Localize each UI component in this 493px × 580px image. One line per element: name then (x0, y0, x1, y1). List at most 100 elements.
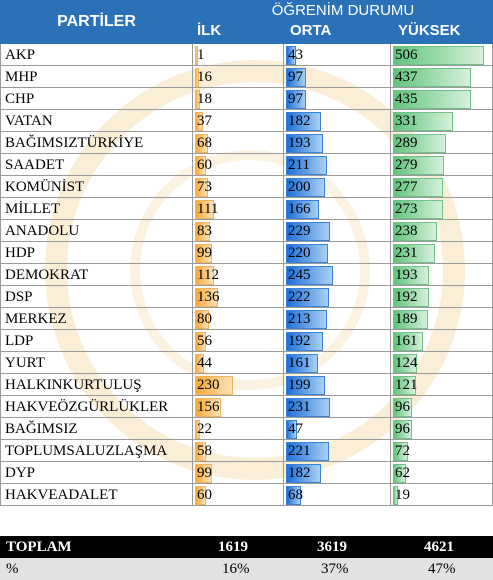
value-orta: 220 (288, 245, 311, 261)
value-orta: 211 (288, 157, 310, 173)
value-orta: 161 (288, 355, 311, 371)
value-orta: 166 (288, 201, 311, 217)
value-yuksek: 331 (395, 113, 418, 129)
cell-orta: 200 (284, 176, 391, 198)
data-bar-ilk (195, 90, 200, 109)
value-ilk: 58 (197, 443, 212, 459)
cell-ilk: 56 (193, 330, 284, 352)
cell-ilk: 112 (193, 264, 284, 286)
data-bar-yuksek (393, 112, 453, 131)
value-orta: 229 (288, 223, 311, 239)
value-ilk: 83 (197, 223, 212, 239)
cell-yuksek: 437 (391, 66, 493, 88)
cell-yuksek: 273 (391, 198, 493, 220)
value-yuksek: 279 (395, 157, 418, 173)
data-bar-ilk (195, 222, 210, 241)
cell-yuksek: 62 (391, 462, 493, 484)
value-orta: 213 (288, 311, 311, 327)
value-ilk: 99 (197, 245, 212, 261)
cell-ilk: 1 (193, 44, 284, 66)
cell-yuksek: 193 (391, 264, 493, 286)
party-name: BAĞIMSIZTÜRKİYE (0, 132, 193, 154)
cell-orta: 193 (284, 132, 391, 154)
table-row: MHP 16 97 437 (0, 66, 493, 88)
table-row: HAKVEADALET 60 68 19 (0, 484, 493, 506)
cell-ilk: 60 (193, 154, 284, 176)
table-header: PARTİLER ÖĞRENİM DURUMU İLK ORTA YÜKSEK (0, 0, 493, 44)
data-bar-yuksek (393, 156, 444, 175)
value-orta: 222 (288, 289, 311, 305)
data-bar-orta (286, 200, 319, 219)
value-orta: 97 (288, 69, 303, 85)
value-ilk: 112 (197, 267, 219, 283)
party-name: HAKVEADALET (0, 484, 193, 506)
table-row: SAADET 60 211 279 (0, 154, 493, 176)
cell-yuksek: 96 (391, 396, 493, 418)
header-ilk: İLK (197, 22, 222, 39)
table-row: BAĞIMSIZTÜRKİYE 68 193 289 (0, 132, 493, 154)
party-name: HDP (0, 242, 193, 264)
data-bar-ilk (195, 288, 218, 307)
table-row: ANADOLU 83 229 238 (0, 220, 493, 242)
party-name: LDP (0, 330, 193, 352)
cell-orta: 192 (284, 330, 391, 352)
cell-orta: 220 (284, 242, 391, 264)
party-name: DEMOKRAT (0, 264, 193, 286)
cell-yuksek: 192 (391, 286, 493, 308)
data-bar-yuksek (393, 244, 435, 263)
cell-yuksek: 231 (391, 242, 493, 264)
cell-yuksek: 72 (391, 440, 493, 462)
cell-yuksek: 124 (391, 352, 493, 374)
value-orta: 68 (288, 487, 303, 503)
value-ilk: 80 (197, 311, 212, 327)
data-bar-yuksek (393, 376, 416, 395)
value-orta: 221 (288, 443, 311, 459)
data-bar-ilk (195, 354, 204, 373)
data-bar-orta (286, 222, 330, 241)
data-bar-ilk (195, 156, 206, 175)
table-row: CHP 18 97 435 (0, 88, 493, 110)
percent-orta: 37% (321, 561, 349, 577)
data-bar-ilk (195, 200, 214, 219)
table-row: MERKEZ 80 213 189 (0, 308, 493, 330)
cell-orta: 47 (284, 418, 391, 440)
data-bar-yuksek (393, 486, 398, 505)
value-yuksek: 189 (395, 311, 418, 327)
party-name: TOPLUMSALUZLAŞMA (0, 440, 193, 462)
value-yuksek: 437 (395, 69, 418, 85)
value-yuksek: 435 (395, 91, 418, 107)
value-ilk: 37 (197, 113, 212, 129)
value-ilk: 60 (197, 157, 212, 173)
value-yuksek: 192 (395, 289, 418, 305)
value-yuksek: 273 (395, 201, 418, 217)
value-ilk: 60 (197, 487, 212, 503)
data-bar-orta (286, 288, 329, 307)
cell-orta: 97 (284, 66, 391, 88)
cell-orta: 161 (284, 352, 391, 374)
value-ilk: 99 (197, 465, 212, 481)
data-bar-ilk (195, 134, 208, 153)
percent-ilk: 16% (222, 561, 250, 577)
party-name: DSP (0, 286, 193, 308)
header-ogrenim-durumu: ÖĞRENİM DURUMU (271, 2, 415, 19)
data-bar-yuksek (393, 288, 429, 307)
cell-orta: 222 (284, 286, 391, 308)
value-ilk: 156 (197, 399, 220, 415)
data-bar-orta (286, 90, 306, 109)
data-bar-orta (286, 332, 323, 351)
data-bar-yuksek (393, 46, 484, 65)
table-row: BAĞIMSIZ 22 47 96 (0, 418, 493, 440)
value-ilk: 1 (197, 47, 205, 63)
data-bar-ilk (195, 332, 206, 351)
data-bar-ilk (195, 266, 214, 285)
cell-yuksek: 289 (391, 132, 493, 154)
value-ilk: 68 (197, 135, 212, 151)
percent-row: % 16% 37% 47% (0, 558, 493, 580)
value-orta: 200 (288, 179, 311, 195)
cell-ilk: 111 (193, 198, 284, 220)
data-bar-ilk (195, 398, 221, 417)
value-yuksek: 96 (395, 399, 410, 415)
data-bar-orta (286, 376, 325, 395)
cell-orta: 231 (284, 396, 391, 418)
party-name: YURT (0, 352, 193, 374)
